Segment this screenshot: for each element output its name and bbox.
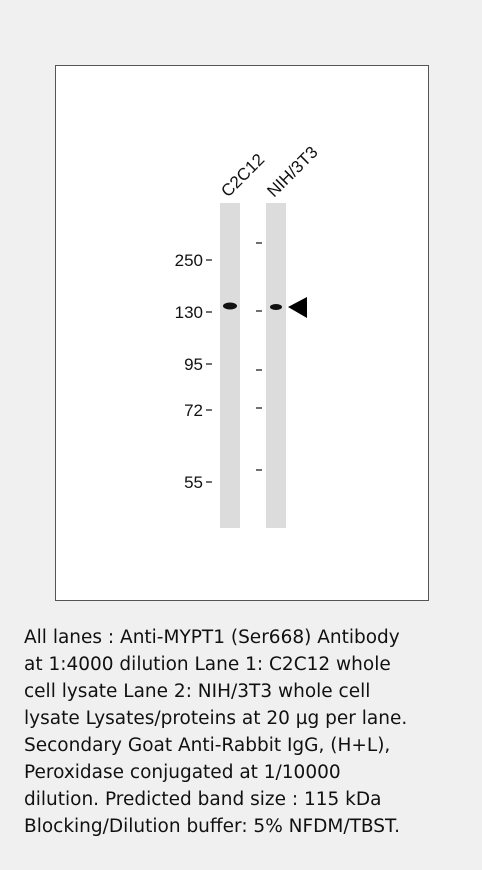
caption-line: cell lysate Lane 2: NIH/3T3 whole cell	[24, 678, 474, 705]
band	[270, 304, 282, 310]
caption-line: Peroxidase conjugated at 1/10000	[24, 759, 474, 786]
caption-line: All lanes : Anti-MYPT1 (Ser668) Antibody	[24, 624, 474, 651]
marker-label: 55	[184, 473, 203, 492]
marker-label: 72	[184, 401, 203, 420]
band	[223, 303, 237, 310]
caption: All lanes : Anti-MYPT1 (Ser668) Antibody…	[24, 624, 474, 840]
caption-line: Secondary Goat Anti-Rabbit IgG, (H+L),	[24, 732, 474, 759]
page: C2C12 NIH/3T3 250 130 95 72 55 All lanes…	[0, 0, 482, 870]
blot-figure: C2C12 NIH/3T3 250 130 95 72 55	[0, 0, 482, 620]
marker-label: 250	[175, 251, 203, 270]
caption-line: lysate Lysates/proteins at 20 µg per lan…	[24, 705, 474, 732]
lane	[220, 203, 240, 528]
figure-frame	[56, 66, 429, 601]
caption-line: dilution. Predicted band size : 115 kDa	[24, 786, 474, 813]
caption-line: at 1:4000 dilution Lane 1: C2C12 whole	[24, 651, 474, 678]
lane	[266, 203, 286, 528]
marker-label: 95	[184, 355, 203, 374]
marker-label: 130	[175, 303, 203, 322]
caption-line: Blocking/Dilution buffer: 5% NFDM/TBST.	[24, 813, 474, 840]
